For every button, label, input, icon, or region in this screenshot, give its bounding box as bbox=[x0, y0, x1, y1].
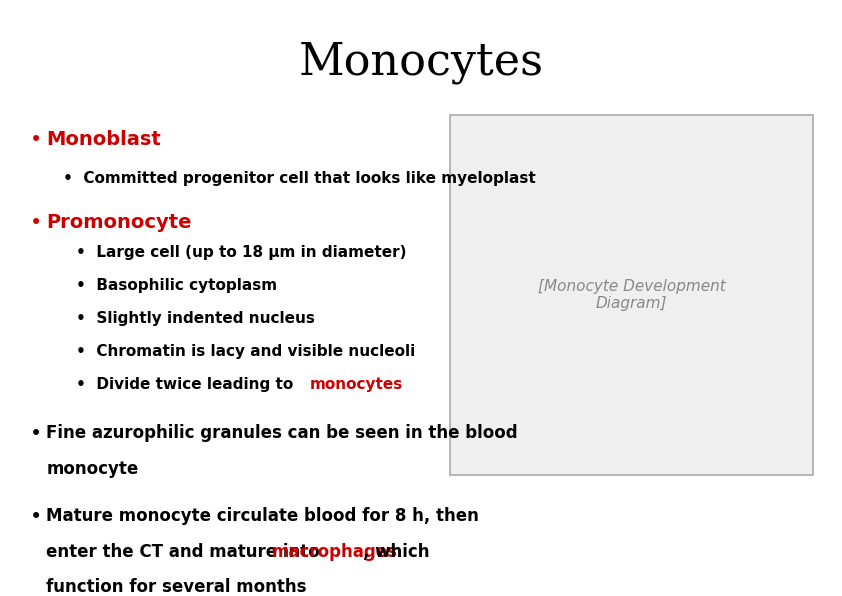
Text: •: • bbox=[29, 213, 42, 232]
Text: •  Slightly indented nucleus: • Slightly indented nucleus bbox=[76, 311, 315, 326]
Text: Fine azurophilic granules can be seen in the blood: Fine azurophilic granules can be seen in… bbox=[46, 424, 518, 442]
Text: enter the CT and mature into: enter the CT and mature into bbox=[46, 543, 326, 561]
Text: Mature monocyte circulate blood for 8 h, then: Mature monocyte circulate blood for 8 h,… bbox=[46, 507, 479, 525]
Text: •  Basophilic cytoplasm: • Basophilic cytoplasm bbox=[76, 278, 277, 293]
Text: [Monocyte Development
Diagram]: [Monocyte Development Diagram] bbox=[538, 279, 725, 312]
Text: •: • bbox=[29, 507, 42, 527]
Text: macrophages: macrophages bbox=[272, 543, 398, 561]
Text: monocyte: monocyte bbox=[46, 460, 139, 478]
Text: Monocytes: Monocytes bbox=[299, 41, 543, 83]
Text: Monoblast: Monoblast bbox=[46, 130, 161, 148]
Text: •  Committed progenitor cell that looks like myeloplast: • Committed progenitor cell that looks l… bbox=[63, 171, 536, 186]
FancyBboxPatch shape bbox=[450, 115, 813, 476]
Text: Promonocyte: Promonocyte bbox=[46, 213, 192, 232]
Text: •  Large cell (up to 18 μm in diameter): • Large cell (up to 18 μm in diameter) bbox=[76, 246, 407, 260]
Text: •  Divide twice leading to: • Divide twice leading to bbox=[76, 377, 298, 392]
Text: monocytes: monocytes bbox=[310, 377, 403, 392]
Text: •  Chromatin is lacy and visible nucleoli: • Chromatin is lacy and visible nucleoli bbox=[76, 344, 415, 359]
Text: function for several months: function for several months bbox=[46, 579, 306, 596]
Text: •: • bbox=[29, 424, 42, 444]
Text: •: • bbox=[29, 130, 42, 150]
Text: , which: , which bbox=[363, 543, 429, 561]
